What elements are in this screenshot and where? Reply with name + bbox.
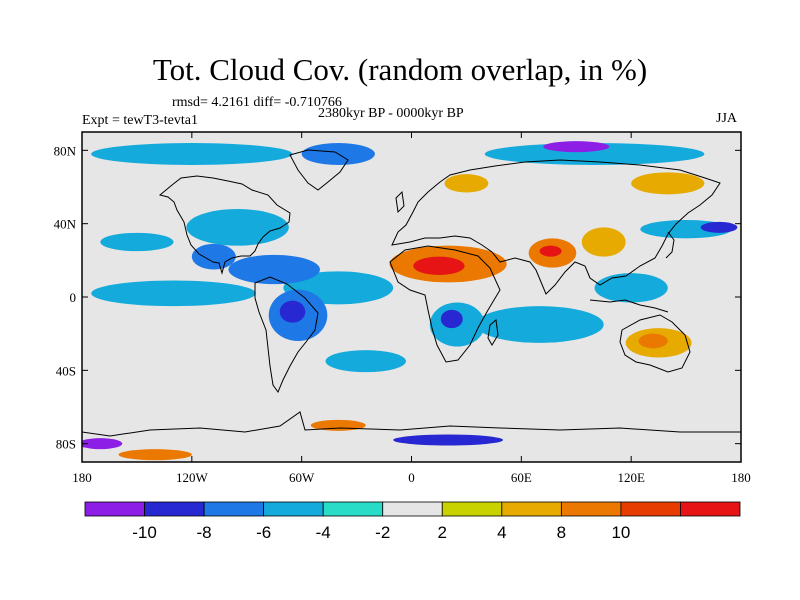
colorbar-label: -10 — [132, 523, 157, 542]
colorbar-label: -4 — [316, 523, 331, 542]
coastline-antarctica — [82, 411, 741, 437]
anomaly-australia-core — [638, 333, 668, 349]
anomaly-scandinavia-increase — [444, 174, 489, 193]
anomaly-sahel-core — [413, 256, 465, 276]
lat-tick-label: 40N — [54, 217, 77, 232]
anomaly-eastern-pacific-decrease — [91, 280, 256, 307]
colorbar-label: 2 — [438, 523, 447, 542]
lon-tick-label: 60W — [289, 470, 315, 485]
colorbar-swatch — [560, 501, 622, 517]
lat-tick-label: 80N — [54, 143, 77, 158]
colorbar-label: 4 — [497, 523, 506, 542]
anomaly-ross-sea-decrease — [82, 438, 123, 450]
coastline-south-america — [254, 276, 319, 394]
anomaly-indian-ocean-decrease — [475, 306, 604, 343]
coastline-greenland — [289, 149, 349, 191]
anomaly-arctic-siberia-decrease — [484, 143, 705, 165]
colorbar-swatch — [382, 501, 443, 517]
lon-tick-label: 180 — [72, 470, 92, 485]
lat-tick-label: 40S — [56, 363, 76, 378]
coastline-madagascar — [487, 319, 499, 346]
colorbar-label: 10 — [611, 523, 630, 542]
colorbar-swatch — [144, 501, 205, 517]
colorbar-swatch — [263, 501, 324, 517]
coastline-uk — [395, 190, 405, 214]
anomaly-east-asia-increase — [581, 227, 626, 257]
time-period-label: 2380kyr BP - 0000kyr BP — [318, 106, 464, 121]
anomaly-southern-africa-core — [440, 309, 463, 329]
anomaly-north-pacific-core — [700, 221, 738, 233]
anomaly-south-atlantic-decrease — [325, 350, 407, 373]
colorbar-swatch — [680, 501, 741, 517]
rmsd-diff-stats: rmsd= 4.2161 diff= -0.710766 — [172, 95, 342, 110]
axis-ticks: 180 120W 60W 0 60E 120E 180 80N 40N 0 40S 80S — [54, 132, 751, 485]
colorbar-swatch — [501, 501, 562, 517]
lon-tick-label: 60E — [511, 470, 532, 485]
colorbar-swatch — [322, 501, 384, 517]
lon-tick-label: 180 — [731, 470, 751, 485]
anomaly-field — [82, 141, 738, 461]
anomaly-caribbean-decrease — [228, 254, 320, 285]
colorbar-swatch — [84, 501, 145, 517]
season-label: JJA — [716, 111, 738, 126]
colorbar-label: -2 — [375, 523, 390, 542]
coastline-north-america — [158, 175, 291, 275]
anomaly-amazon-core — [279, 300, 306, 323]
anomaly-central-pacific-decrease — [100, 232, 174, 252]
colorbar-swatch — [203, 501, 265, 517]
colorbar-swatch — [620, 501, 681, 517]
plot-title: Tot. Cloud Cov. (random overlap, in %) — [152, 52, 648, 87]
anomaly-southern-ocean-increase — [118, 449, 192, 461]
anomaly-arctic-canada-decrease — [91, 143, 293, 165]
coastlines — [82, 149, 741, 437]
colorbar-label: -6 — [256, 523, 271, 542]
coastline-africa — [389, 245, 501, 363]
coastline-australia — [619, 314, 691, 373]
lat-tick-label: 80S — [56, 437, 76, 452]
coastline-indonesia — [589, 299, 669, 313]
colorbar-swatch — [441, 501, 503, 517]
lon-tick-label: 120E — [617, 470, 645, 485]
lon-tick-label: 0 — [408, 470, 415, 485]
anomaly-india-core — [539, 245, 562, 257]
anomaly-maritime-continent-decrease — [594, 273, 668, 303]
anomaly-arctic-siberia-core — [543, 141, 610, 153]
experiment-label: Expt = tewT3-tevta1 — [82, 113, 198, 128]
lat-tick-label: 0 — [70, 290, 77, 305]
coastline-japan — [665, 231, 675, 259]
lon-tick-label: 120W — [176, 470, 209, 485]
anomaly-mexico-decrease — [191, 243, 236, 270]
colorbar-label: -8 — [197, 523, 212, 542]
colorbar: -10 -8 -6 -4 -2 2 4 8 10 — [84, 501, 741, 542]
colorbar-label: 8 — [557, 523, 566, 542]
anomaly-siberia-increase — [631, 172, 705, 195]
anomaly-north-america-decrease — [186, 209, 289, 246]
anomaly-antarctic-coast-decrease — [393, 434, 504, 446]
coastline-eurasia — [391, 159, 721, 295]
